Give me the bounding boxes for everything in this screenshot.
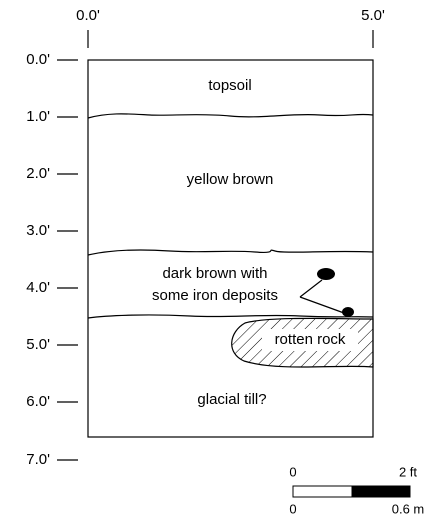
depth-label: 4.0'	[26, 279, 50, 296]
depth-label: 6.0'	[26, 393, 50, 410]
boundary	[87, 314, 374, 319]
layer-label: rotten rock	[275, 331, 346, 348]
layer-label: glacial till?	[197, 391, 266, 408]
depth-label: 2.0'	[26, 165, 50, 182]
depth-label: 0.0'	[26, 51, 50, 68]
boundary	[87, 113, 374, 119]
top-axis-label: 5.0'	[361, 7, 385, 24]
depth-label: 7.0'	[26, 451, 50, 468]
scale-label: 2 ft	[399, 464, 417, 479]
layer-label: some iron deposits	[152, 287, 278, 304]
boundary	[87, 249, 374, 256]
label-background	[262, 329, 358, 351]
depth-axis: 0.0' 1.0' 2.0' 3.0' 4.0' 5.0' 6.0' 7.0'	[26, 51, 78, 468]
depth-label: 5.0'	[26, 336, 50, 353]
depth-label: 3.0'	[26, 222, 50, 239]
scale-label: 0.6 m	[392, 501, 425, 516]
iron-deposit	[317, 268, 335, 280]
profile-box	[87, 59, 374, 438]
scale-label: 0	[289, 464, 296, 479]
layer-label: topsoil	[208, 77, 251, 94]
scale-bar-segment	[292, 485, 353, 498]
depth-ticks	[57, 59, 78, 461]
layer-label: dark brown with	[162, 265, 267, 282]
iron-deposit	[342, 307, 354, 317]
leader-line	[299, 279, 345, 314]
scale-label: 0	[289, 501, 296, 516]
depth-label: 1.0'	[26, 108, 50, 125]
top-axis-label: 0.0'	[76, 7, 100, 24]
scale-bar-segment	[351, 485, 411, 498]
layer-label: yellow brown	[187, 171, 274, 188]
